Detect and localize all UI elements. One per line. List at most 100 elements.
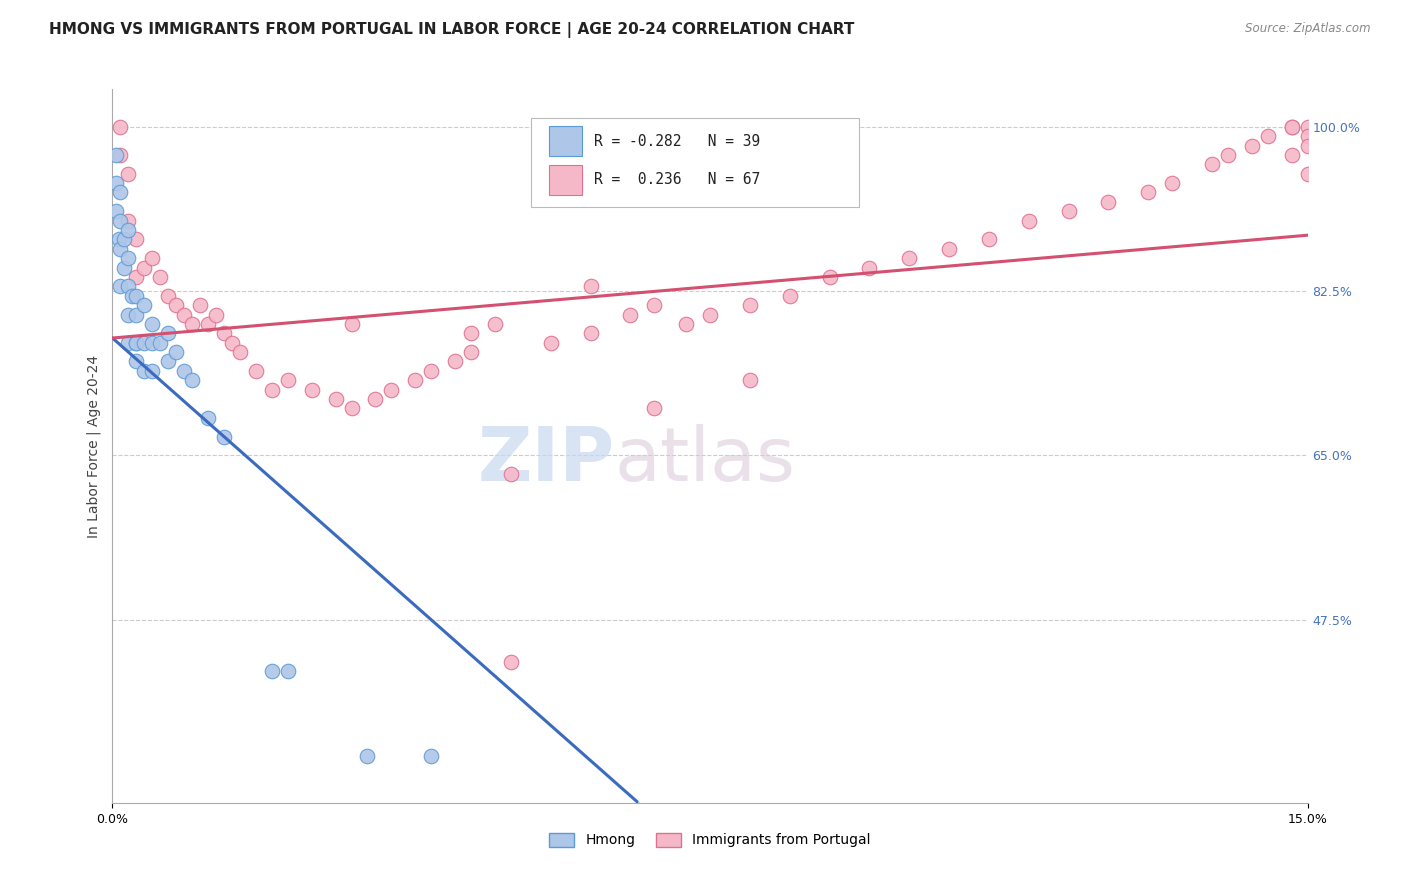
- Text: atlas: atlas: [614, 424, 796, 497]
- Point: [1281, 120, 1303, 134]
- Point: [141, 335, 163, 350]
- Point: [1257, 129, 1279, 144]
- Point: [165, 345, 187, 359]
- Point: [1296, 167, 1319, 181]
- Point: [364, 392, 387, 406]
- Point: [134, 335, 156, 350]
- Point: [173, 308, 195, 322]
- Point: [205, 308, 228, 322]
- Point: [1281, 148, 1303, 162]
- Point: [738, 298, 761, 312]
- Point: [1097, 194, 1119, 209]
- Point: [125, 270, 148, 285]
- Point: [134, 364, 156, 378]
- Point: [260, 383, 283, 397]
- Point: [229, 345, 252, 359]
- Point: [245, 364, 267, 378]
- Point: [125, 335, 148, 350]
- Point: [149, 270, 172, 285]
- Point: [1296, 138, 1319, 153]
- Point: [1240, 138, 1263, 153]
- Point: [121, 289, 143, 303]
- Point: [212, 326, 235, 341]
- Point: [117, 213, 139, 227]
- Point: [173, 364, 195, 378]
- FancyBboxPatch shape: [548, 127, 582, 156]
- Point: [181, 373, 204, 387]
- Text: HMONG VS IMMIGRANTS FROM PORTUGAL IN LABOR FORCE | AGE 20-24 CORRELATION CHART: HMONG VS IMMIGRANTS FROM PORTUGAL IN LAB…: [49, 22, 855, 38]
- Point: [356, 748, 378, 763]
- Point: [105, 176, 128, 190]
- Point: [1201, 157, 1223, 171]
- Point: [977, 232, 1000, 246]
- Point: [499, 467, 522, 482]
- Point: [165, 298, 187, 312]
- Point: [134, 298, 156, 312]
- Text: R = -0.282   N = 39: R = -0.282 N = 39: [595, 134, 761, 149]
- Point: [460, 326, 482, 341]
- Point: [110, 279, 132, 293]
- Point: [105, 204, 128, 219]
- Point: [110, 120, 132, 134]
- Point: [643, 401, 665, 416]
- Point: [134, 260, 156, 275]
- Point: [818, 270, 841, 285]
- Point: [114, 232, 135, 246]
- Point: [499, 655, 522, 669]
- Text: R =  0.236   N = 67: R = 0.236 N = 67: [595, 172, 761, 187]
- Point: [858, 260, 880, 275]
- Point: [125, 335, 148, 350]
- Point: [141, 251, 163, 265]
- Point: [1216, 148, 1239, 162]
- Point: [420, 364, 443, 378]
- Point: [540, 335, 562, 350]
- Point: [141, 364, 163, 378]
- FancyBboxPatch shape: [531, 118, 859, 207]
- Point: [212, 429, 235, 443]
- Point: [117, 251, 139, 265]
- Point: [1161, 176, 1184, 190]
- Point: [125, 354, 148, 368]
- Point: [380, 383, 402, 397]
- Point: [699, 308, 721, 322]
- Point: [157, 326, 180, 341]
- Point: [125, 289, 148, 303]
- Point: [643, 298, 665, 312]
- Point: [117, 279, 139, 293]
- Point: [938, 242, 960, 256]
- Point: [260, 665, 283, 679]
- Point: [181, 317, 204, 331]
- Point: [301, 383, 323, 397]
- Point: [188, 298, 211, 312]
- Point: [110, 186, 132, 200]
- Point: [460, 345, 482, 359]
- Point: [149, 335, 172, 350]
- Point: [110, 213, 132, 227]
- Point: [117, 167, 139, 181]
- Point: [404, 373, 426, 387]
- Point: [1057, 204, 1080, 219]
- Point: [340, 317, 363, 331]
- Point: [420, 748, 443, 763]
- Point: [221, 335, 243, 350]
- Point: [1296, 129, 1319, 144]
- Point: [117, 308, 139, 322]
- Point: [444, 354, 467, 368]
- Point: [619, 308, 641, 322]
- FancyBboxPatch shape: [548, 165, 582, 194]
- Point: [110, 148, 132, 162]
- Point: [1018, 213, 1040, 227]
- Point: [738, 373, 761, 387]
- Y-axis label: In Labor Force | Age 20-24: In Labor Force | Age 20-24: [87, 354, 101, 538]
- Point: [340, 401, 363, 416]
- Point: [1296, 120, 1319, 134]
- Point: [898, 251, 921, 265]
- Point: [117, 335, 139, 350]
- Point: [779, 289, 801, 303]
- Legend: Hmong, Immigrants from Portugal: Hmong, Immigrants from Portugal: [544, 827, 876, 853]
- Point: [579, 279, 602, 293]
- Point: [1137, 186, 1160, 200]
- Point: [114, 260, 135, 275]
- Text: ZIP: ZIP: [477, 424, 614, 497]
- Point: [157, 289, 180, 303]
